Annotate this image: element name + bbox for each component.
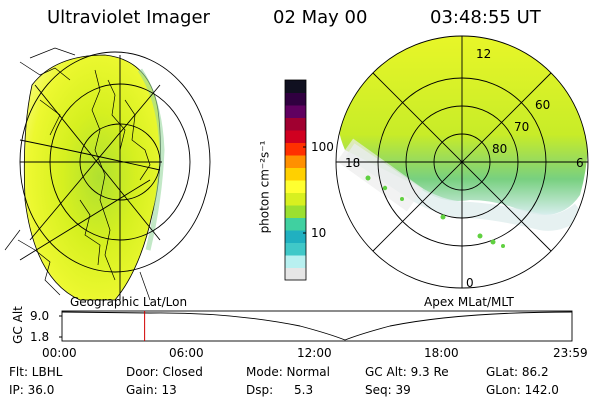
mlt-label-0: 0 (466, 276, 474, 290)
altitude-xtick-4: 23:59 (553, 346, 588, 360)
auroral-spots (365, 175, 505, 248)
date-label: 02 May 00 (273, 7, 368, 28)
colorbar-frame (284, 79, 307, 281)
altitude-xtick-3: 18:00 (424, 346, 459, 360)
colorbar-segment (285, 180, 306, 193)
status-dsp: Dsp: (246, 383, 274, 397)
mlt-label-12: 12 (476, 47, 492, 61)
status-gain: Gain: 13 (126, 383, 177, 397)
instrument-title: Ultraviolet Imager (47, 7, 210, 28)
colorbar-segment (285, 117, 306, 131)
altitude-ytick-high: 9.0 (30, 309, 50, 323)
status-dsp-value: 5.3 (294, 383, 314, 397)
colorbar-segment (285, 230, 306, 243)
colorbar-segment (285, 80, 306, 93)
colorbar (285, 80, 306, 281)
altitude-ytick-low: 1.8 (30, 330, 50, 344)
altitude-plot (59, 310, 573, 342)
status-ip: IP: 36.0 (9, 383, 55, 397)
colorbar-segment (285, 217, 306, 231)
colorbar-segment (285, 242, 306, 256)
mlat-label-80: 80 (492, 142, 508, 156)
colorbar-segment (285, 167, 306, 181)
status-seq: Seq: 39 (365, 383, 411, 397)
status-flt: Flt: LBHL (9, 365, 63, 379)
geographic-earth-image (4, 47, 211, 301)
colorbar-segment (285, 155, 306, 168)
colorbar-unit-label: photon cm⁻²s⁻¹ (257, 140, 272, 234)
altitude-xtick-1: 06:00 (169, 346, 204, 360)
status-gc-alt: GC Alt: 9.3 Re (365, 365, 449, 379)
colorbar-segment (285, 130, 306, 143)
mlt-label-6: 6 (576, 156, 584, 170)
altitude-xtick-0: 00:00 (42, 346, 77, 360)
colorbar-tick-label-100: 100 (311, 140, 334, 154)
colorbar-segment (285, 255, 306, 268)
colorbar-segment (285, 267, 306, 281)
status-glat: GLat: 86.2 (486, 365, 549, 379)
apex-label: Apex MLat/MLT (424, 295, 514, 309)
status-glon: GLon: 142.0 (486, 383, 559, 397)
geographic-label: Geographic Lat/Lon (70, 295, 188, 309)
altitude-xtick-2: 12:00 (297, 346, 332, 360)
mlt-label-18: 18 (345, 156, 361, 170)
altitude-ylabel: GC Alt (10, 306, 25, 344)
colorbar-segment (285, 205, 306, 218)
colorbar-segment (285, 142, 306, 156)
time-label: 03:48:55 UT (430, 7, 541, 28)
mlat-label-60: 60 (535, 98, 551, 112)
colorbar-segment (285, 92, 306, 106)
colorbar-segment (285, 105, 306, 118)
colorbar-tick-label-10: 10 (311, 226, 327, 240)
status-mode: Mode: Normal (246, 365, 330, 379)
mlat-label-70: 70 (514, 120, 530, 134)
polar-plot (335, 35, 589, 289)
colorbar-segment (285, 192, 306, 206)
status-door: Door: Closed (126, 365, 203, 379)
